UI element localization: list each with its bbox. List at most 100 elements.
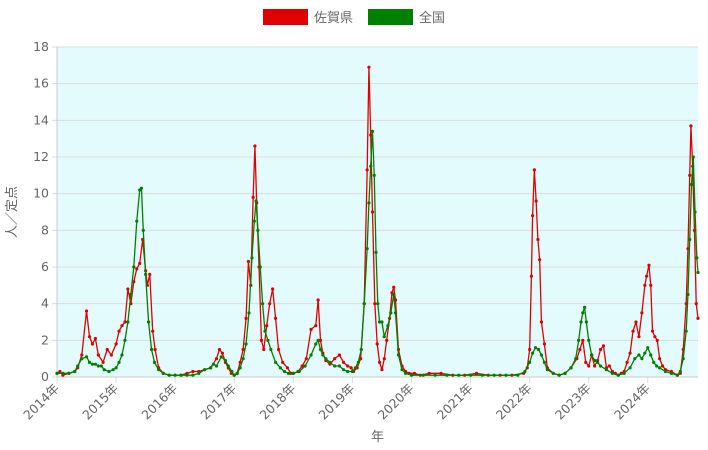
data-point[interactable] — [412, 371, 417, 375]
data-point[interactable] — [370, 129, 375, 133]
data-point[interactable] — [539, 353, 544, 357]
data-point[interactable] — [530, 351, 535, 355]
data-point[interactable] — [262, 347, 266, 352]
data-point[interactable] — [369, 164, 373, 168]
data-point[interactable] — [96, 353, 100, 357]
data-point[interactable] — [238, 366, 242, 370]
data-point[interactable] — [400, 368, 404, 372]
data-point[interactable] — [625, 360, 629, 364]
data-point[interactable] — [427, 371, 431, 375]
data-point[interactable] — [691, 155, 695, 159]
data-point[interactable] — [584, 360, 588, 364]
data-point[interactable] — [375, 342, 379, 346]
data-point[interactable] — [266, 338, 270, 342]
data-point[interactable] — [300, 364, 304, 368]
data-point[interactable] — [372, 173, 376, 177]
data-point[interactable] — [58, 369, 62, 374]
data-point[interactable] — [595, 360, 600, 364]
data-point[interactable] — [244, 342, 248, 346]
data-point[interactable] — [271, 287, 275, 291]
data-point[interactable] — [373, 302, 377, 306]
data-point[interactable] — [536, 347, 541, 352]
data-point[interactable] — [649, 283, 653, 287]
data-point[interactable] — [333, 357, 337, 361]
data-point[interactable] — [640, 357, 644, 361]
data-point[interactable] — [84, 309, 89, 313]
data-point[interactable] — [637, 335, 641, 339]
data-point[interactable] — [250, 256, 254, 260]
data-point[interactable] — [96, 364, 100, 368]
data-point[interactable] — [259, 338, 264, 342]
data-point[interactable] — [217, 347, 222, 352]
data-point[interactable] — [516, 373, 520, 377]
data-point[interactable] — [251, 195, 255, 199]
data-point[interactable] — [688, 173, 692, 177]
data-point[interactable] — [529, 274, 534, 278]
data-point[interactable] — [247, 311, 251, 315]
data-point[interactable] — [87, 335, 92, 339]
data-point[interactable] — [628, 351, 632, 355]
data-point[interactable] — [653, 335, 657, 339]
data-point[interactable] — [445, 373, 449, 377]
data-point[interactable] — [598, 364, 603, 368]
legend-swatch-national[interactable] — [368, 9, 413, 25]
data-point[interactable] — [226, 364, 230, 368]
data-point[interactable] — [439, 371, 443, 375]
data-point[interactable] — [349, 366, 353, 370]
data-point[interactable] — [640, 311, 644, 315]
data-point[interactable] — [590, 353, 594, 357]
data-point[interactable] — [542, 342, 547, 346]
data-point[interactable] — [101, 360, 105, 364]
data-point[interactable] — [587, 338, 591, 342]
data-point[interactable] — [80, 357, 84, 361]
data-point[interactable] — [282, 369, 287, 374]
data-point[interactable] — [542, 360, 547, 364]
data-point[interactable] — [539, 320, 544, 324]
data-point[interactable] — [582, 305, 587, 309]
data-point[interactable] — [146, 320, 151, 324]
data-point[interactable] — [367, 201, 371, 205]
data-point[interactable] — [153, 347, 157, 352]
data-point[interactable] — [90, 362, 95, 366]
data-point[interactable] — [328, 360, 332, 364]
data-point[interactable] — [356, 360, 360, 364]
data-point[interactable] — [365, 247, 369, 251]
data-point[interactable] — [392, 285, 396, 289]
data-point[interactable] — [577, 338, 581, 342]
data-point[interactable] — [87, 360, 92, 364]
data-point[interactable] — [309, 327, 313, 331]
data-point[interactable] — [504, 373, 508, 377]
data-point[interactable] — [382, 335, 386, 339]
data-point[interactable] — [681, 357, 685, 361]
data-point[interactable] — [241, 357, 245, 361]
data-point[interactable] — [569, 366, 573, 370]
data-point[interactable] — [643, 351, 647, 355]
data-point[interactable] — [273, 316, 278, 320]
data-point[interactable] — [114, 366, 118, 370]
data-point[interactable] — [581, 311, 585, 315]
data-point[interactable] — [637, 353, 641, 357]
data-point[interactable] — [386, 324, 390, 328]
data-point[interactable] — [346, 369, 350, 374]
data-point[interactable] — [253, 144, 257, 148]
data-point[interactable] — [689, 124, 693, 128]
data-point[interactable] — [126, 320, 130, 324]
data-point[interactable] — [341, 368, 346, 372]
data-point[interactable] — [232, 373, 236, 377]
data-point[interactable] — [297, 369, 301, 374]
data-point[interactable] — [655, 364, 659, 368]
data-point[interactable] — [658, 366, 662, 370]
data-point[interactable] — [563, 371, 567, 375]
data-point[interactable] — [647, 263, 651, 267]
data-point[interactable] — [139, 186, 144, 190]
data-point[interactable] — [598, 347, 603, 352]
data-point[interactable] — [263, 329, 267, 333]
data-point[interactable] — [655, 338, 659, 342]
data-point[interactable] — [273, 360, 278, 364]
data-point[interactable] — [694, 302, 698, 306]
data-point[interactable] — [220, 351, 225, 355]
data-point[interactable] — [211, 362, 216, 366]
data-point[interactable] — [55, 371, 59, 375]
data-point[interactable] — [314, 342, 318, 346]
legend-swatch-saga[interactable] — [263, 9, 308, 25]
